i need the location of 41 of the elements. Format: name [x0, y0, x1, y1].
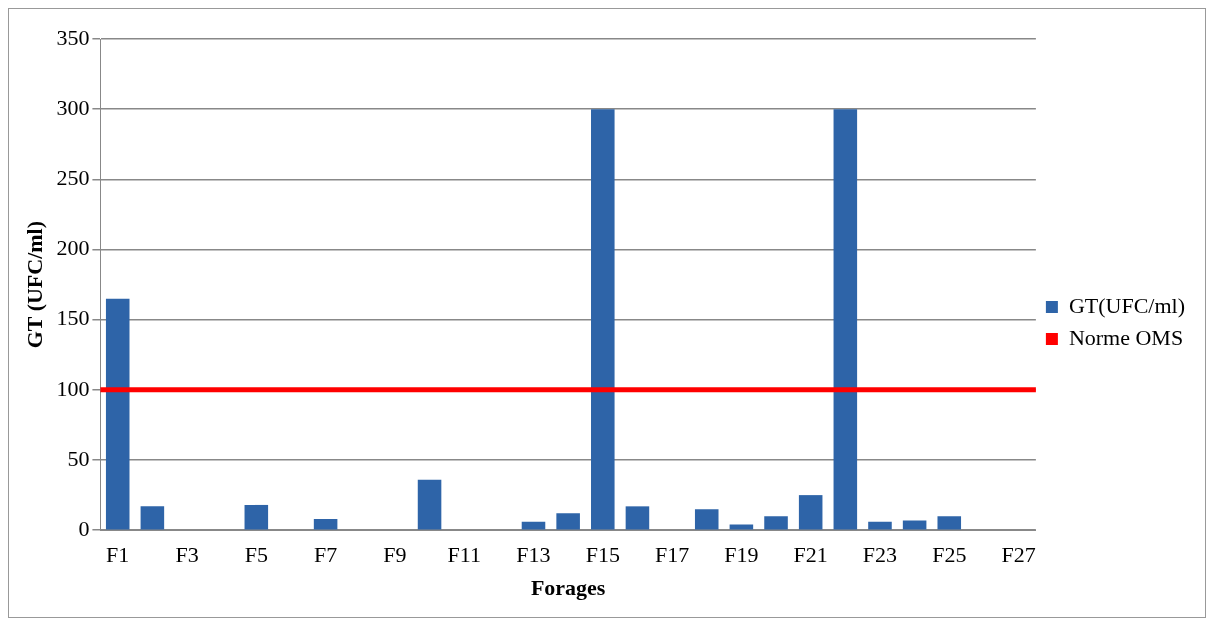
bar [591, 109, 615, 530]
x-tick-label: F11 [447, 542, 481, 568]
x-tick-label: F23 [862, 542, 898, 568]
bar [937, 516, 962, 530]
x-tick-label: F3 [175, 542, 199, 568]
bar [313, 518, 338, 530]
x-tick-label: F5 [244, 542, 268, 568]
y-tick-label: 0 [78, 515, 90, 541]
bar [140, 506, 165, 530]
bar [417, 479, 442, 530]
y-tick-label: 350 [56, 24, 90, 50]
x-tick-label: F15 [585, 542, 620, 568]
bar [902, 520, 927, 530]
bar [244, 504, 269, 530]
y-tick-label: 100 [56, 375, 90, 401]
y-tick-label: 200 [56, 235, 90, 261]
legend-label: Norme OMS [1068, 324, 1184, 350]
legend-label: GT(UFC/ml) [1068, 292, 1186, 318]
x-tick-label: F1 [106, 542, 130, 568]
bar [868, 521, 892, 530]
x-tick-label: F19 [724, 542, 759, 568]
x-tick-label: F13 [516, 542, 551, 568]
x-tick-label: F27 [1001, 542, 1036, 568]
x-tick-label: F7 [313, 542, 338, 568]
bar [556, 513, 580, 530]
x-tick-label: F21 [793, 542, 828, 568]
y-tick-label: 300 [56, 94, 90, 120]
y-tick-label: 150 [56, 305, 90, 331]
bar [798, 495, 823, 530]
x-tick-label: F25 [932, 542, 967, 568]
bar [833, 109, 858, 530]
y-tick-label: 50 [67, 445, 90, 471]
bar [625, 506, 650, 530]
y-axis-title: GT (UFC/ml) [21, 220, 47, 349]
x-tick-label: F9 [383, 542, 407, 568]
bar [694, 509, 719, 530]
bar [764, 516, 788, 530]
x-axis-title: Forages [530, 575, 606, 601]
bar [105, 298, 130, 530]
x-tick-label: F17 [654, 542, 690, 568]
y-tick-label: 250 [56, 165, 90, 191]
